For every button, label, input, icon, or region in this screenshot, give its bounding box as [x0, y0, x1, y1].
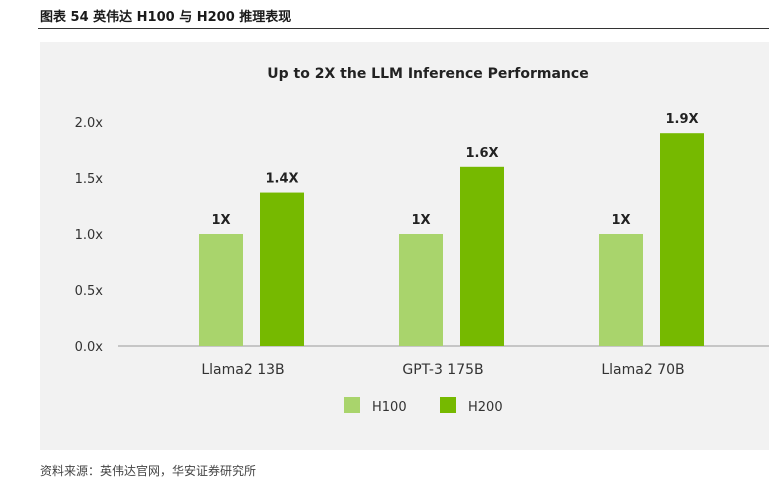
bar-h200-0 — [260, 192, 304, 346]
chart-title: Up to 2X the LLM Inference Performance — [267, 66, 588, 82]
x-category-label: Llama2 70B — [601, 362, 684, 378]
bar-h100-2 — [599, 234, 643, 346]
data-label: 1X — [211, 213, 230, 228]
legend-swatch-h100 — [344, 397, 360, 413]
y-tick-label: 1.5x — [75, 172, 104, 187]
bar-h200-2 — [660, 133, 704, 346]
y-tick-label: 2.0x — [75, 116, 104, 131]
y-tick-label: 0.5x — [75, 284, 104, 299]
bar-h100-1 — [399, 234, 443, 346]
legend-label: H100 — [372, 400, 407, 415]
data-label: 1X — [611, 213, 630, 228]
x-category-label: Llama2 13B — [201, 362, 284, 378]
data-label: 1.4X — [265, 172, 298, 187]
figure-caption: 图表 54 英伟达 H100 与 H200 推理表现 — [40, 10, 292, 25]
legend-swatch-h200 — [440, 397, 456, 413]
y-tick-label: 1.0x — [75, 228, 104, 243]
source-note: 资料来源：英伟达官网，华安证券研究所 — [40, 464, 257, 478]
x-category-label: GPT-3 175B — [402, 362, 483, 378]
bar-h200-1 — [460, 166, 504, 346]
bar-h100-0 — [199, 234, 243, 346]
caption-divider — [38, 28, 769, 29]
data-label: 1.9X — [665, 112, 698, 127]
legend-label: H200 — [468, 400, 503, 415]
data-label: 1.6X — [465, 146, 498, 161]
data-label: 1X — [411, 213, 430, 228]
y-tick-label: 0.0x — [75, 340, 104, 355]
